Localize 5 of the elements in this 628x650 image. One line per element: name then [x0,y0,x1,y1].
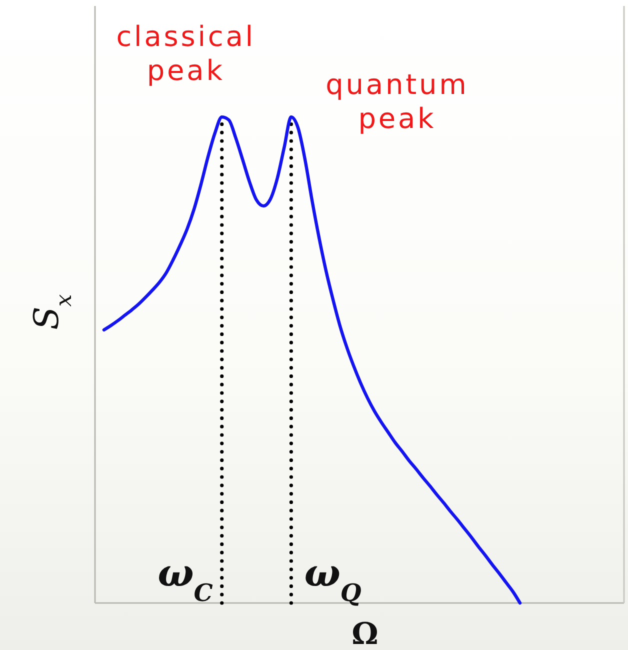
annotation: quantum peak [326,68,469,135]
annotation: ω$_{Q}$ [304,550,362,606]
x-axis-title: Ω [352,617,378,650]
text: classical peak [116,20,256,87]
annotation: ω$_{C}$ [158,550,213,606]
